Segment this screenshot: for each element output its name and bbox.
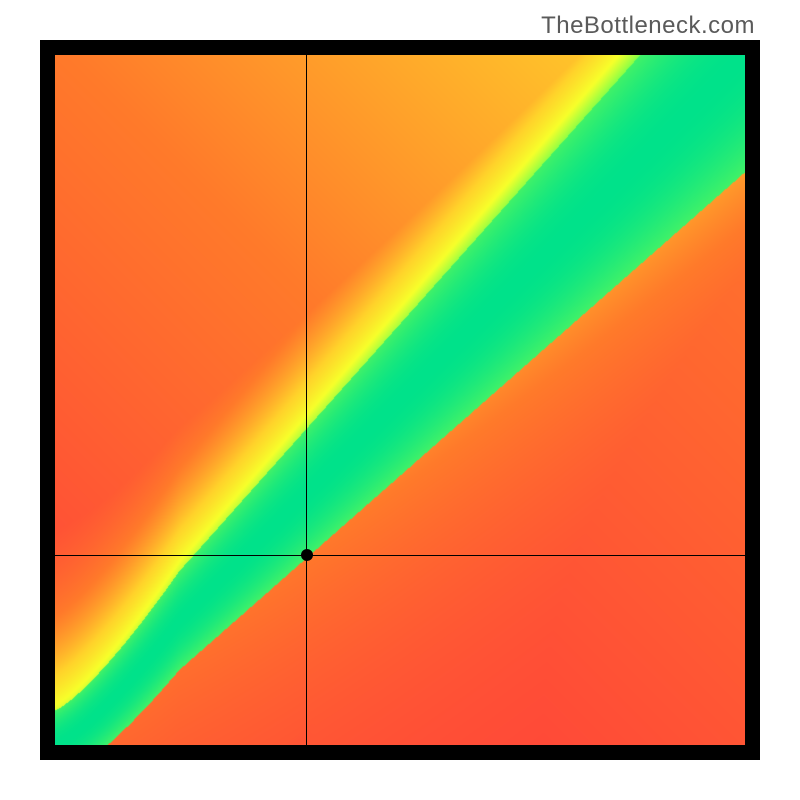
crosshair-horizontal — [55, 555, 745, 556]
crosshair-vertical — [306, 55, 307, 745]
heatmap-plot-area — [55, 55, 745, 745]
heatmap-canvas — [55, 55, 745, 745]
crosshair-marker — [301, 549, 313, 561]
watermark-text: TheBottleneck.com — [541, 12, 755, 40]
